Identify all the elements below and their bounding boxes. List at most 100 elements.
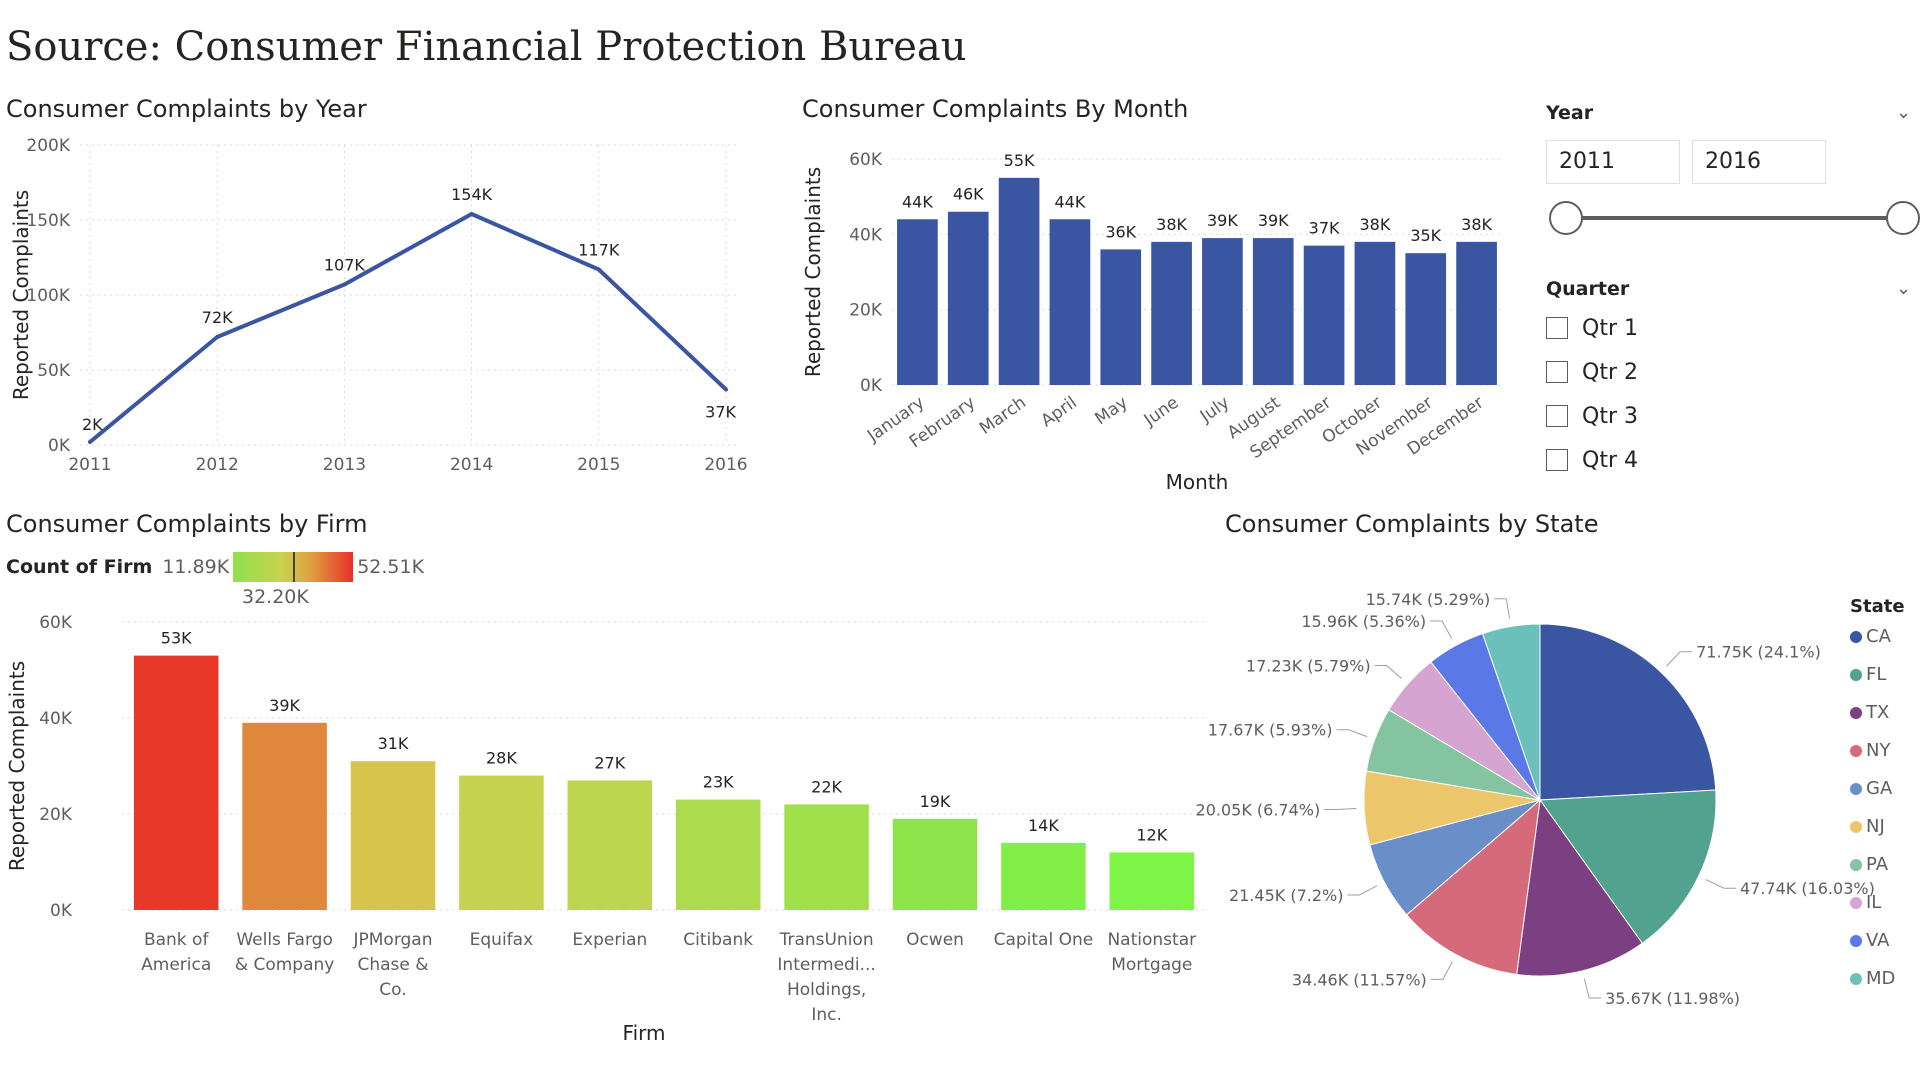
bar (1405, 253, 1447, 385)
checkbox[interactable] (1546, 405, 1568, 427)
bar (1252, 238, 1294, 385)
legend-item[interactable]: VA (1850, 930, 1889, 951)
year-start-input[interactable]: 2011 (1546, 140, 1680, 184)
legend-item[interactable]: TX (1850, 702, 1889, 723)
pie-slice (1516, 798, 1643, 977)
y-tick-label: 150K (26, 211, 70, 231)
data-label: 38K (1156, 215, 1187, 234)
leader-line (1583, 978, 1602, 999)
quarter-option[interactable]: Qtr 3 (1546, 400, 1638, 432)
pie-data-label: 34.46K (11.57%) (1292, 970, 1427, 989)
x-tick-label: Holdings, (787, 980, 866, 1000)
legend-item[interactable]: PA (1850, 854, 1888, 875)
x-tick-label: Nationstar (1107, 930, 1196, 950)
x-tick-label: Citibank (683, 930, 753, 950)
year-line-chart-svg: 0K 50K 100K 150K 200K 2011 2012 2013 2014 2015 201… (9, 136, 748, 475)
year-slider-end-handle[interactable] (1886, 201, 1920, 235)
leader-line (1336, 729, 1368, 738)
x-tick-label: Equifax (470, 930, 534, 950)
x-tick-label: Mortgage (1111, 955, 1192, 975)
bar (897, 219, 938, 385)
quarter-slicer-header: Quarter (1546, 278, 1630, 300)
data-label: 44K (1054, 192, 1085, 211)
complaints-by-month-chart[interactable]: Consumer Complaints By Month 0K 20K 40K 60K… (801, 95, 1522, 505)
bar (133, 655, 219, 910)
x-tick-label: Experian (572, 930, 647, 950)
year-slicer[interactable]: Year ⌄ 2011 2016 (1546, 102, 1920, 242)
x-tick-label: & Company (235, 955, 335, 975)
legend-item[interactable]: MD (1850, 968, 1895, 989)
leader-line (1705, 879, 1736, 889)
legend-item[interactable]: FL (1850, 664, 1886, 685)
x-tick-label: Capital One (994, 930, 1094, 950)
year-slicer-header: Year (1546, 102, 1594, 124)
quarter-slicer[interactable]: Quarter ⌄ Qtr 1 Qtr 2 Qtr 3 Qtr 4 (1546, 278, 1920, 478)
legend-label: TX (1866, 702, 1890, 723)
data-label: 14K (1028, 816, 1059, 835)
x-tick-label: JPMorgan (352, 930, 432, 950)
checkbox[interactable] (1546, 317, 1568, 339)
chevron-down-icon[interactable]: ⌄ (1896, 278, 1912, 299)
quarter-option[interactable]: Qtr 2 (1546, 356, 1638, 388)
x-tick-label: June (1140, 393, 1183, 431)
quarter-option-label: Qtr 1 (1582, 315, 1638, 341)
legend-item[interactable]: IL (1850, 892, 1881, 913)
complaints-by-firm-chart[interactable]: Consumer Complaints by Firm Count of Fir… (5, 510, 1216, 1055)
pie-slice (1405, 798, 1541, 976)
legend-label: GA (1866, 778, 1893, 799)
legend-item[interactable]: GA (1850, 778, 1892, 799)
legend-label: VA (1866, 930, 1890, 951)
y-tick-label: 50K (37, 361, 71, 381)
data-label: 38K (1359, 215, 1390, 234)
year-slider-start-handle[interactable] (1549, 201, 1583, 235)
legend-item[interactable]: CA (1850, 626, 1891, 647)
quarter-option[interactable]: Qtr 1 (1546, 312, 1638, 344)
data-point (88, 440, 92, 444)
leader-line (1430, 620, 1453, 639)
x-tick-label: TransUnion (779, 930, 874, 950)
x-tick-label: Wells Fargo (236, 930, 333, 950)
quarter-option[interactable]: Qtr 4 (1546, 444, 1638, 476)
bar (350, 761, 436, 910)
data-label: 53K (161, 629, 192, 648)
x-tick-label: Inc. (811, 1005, 842, 1025)
bar (784, 804, 869, 910)
checkbox[interactable] (1546, 361, 1568, 383)
leader-line (1494, 598, 1511, 619)
x-tick-label: Intermedi... (777, 955, 875, 975)
pie-data-label: 71.75K (24.1%) (1696, 643, 1821, 662)
legend-swatch (1850, 820, 1862, 833)
legend-label: CA (1866, 626, 1891, 647)
data-label: 107K (324, 256, 366, 275)
chevron-down-icon[interactable]: ⌄ (1896, 102, 1912, 123)
bar (892, 818, 978, 910)
data-label: 12K (1136, 825, 1167, 844)
y-tick-label: 20K (849, 301, 883, 321)
data-label: 46K (953, 185, 984, 204)
complaints-by-year-chart[interactable]: Consumer Complaints by Year 0K 50K 100K 150… (6, 95, 748, 495)
complaints-by-state-chart[interactable]: Consumer Complaints by State 71.75K (24.… (1196, 510, 1920, 1010)
data-point (342, 282, 347, 287)
data-label: 39K (1207, 211, 1238, 230)
data-label: 154K (451, 185, 493, 204)
legend-item[interactable]: NY (1850, 740, 1890, 761)
legend-swatch (1850, 668, 1862, 681)
year-end-input[interactable]: 2016 (1692, 140, 1826, 184)
x-tick-label: 2011 (68, 455, 111, 475)
year-slider-track[interactable] (1566, 216, 1906, 220)
legend-item[interactable]: NJ (1850, 816, 1885, 837)
bar (459, 775, 544, 910)
legend-swatch (1850, 630, 1862, 643)
legend-label: NJ (1866, 816, 1885, 837)
y-tick-label: 0K (860, 376, 883, 396)
legend-label: FL (1866, 664, 1887, 685)
quarter-option-label: Qtr 3 (1582, 403, 1638, 429)
y-axis-title: Reported Complaints (801, 167, 825, 377)
quarter-option-label: Qtr 2 (1582, 359, 1638, 385)
checkbox[interactable] (1546, 449, 1568, 471)
data-label: 28K (486, 749, 517, 768)
bar (947, 211, 989, 385)
legend-swatch (1850, 972, 1862, 985)
bar (1202, 238, 1243, 385)
